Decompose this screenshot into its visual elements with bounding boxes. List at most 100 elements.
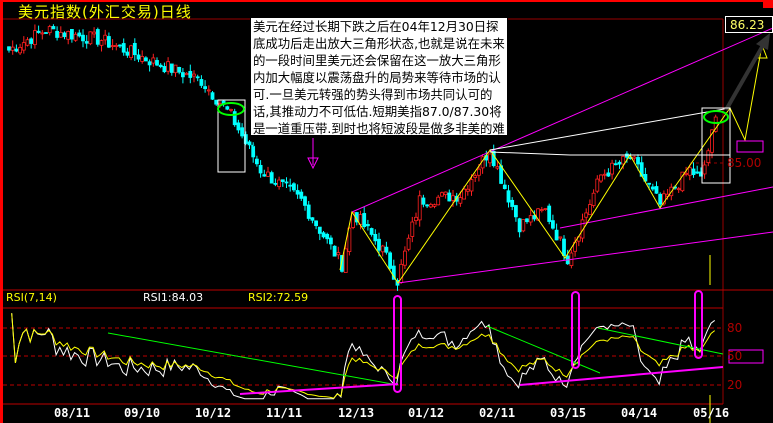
candle-body [180, 72, 185, 78]
candle-body [506, 190, 511, 203]
rsi-lines [11, 313, 716, 400]
candle-body [192, 73, 196, 77]
candle-body [443, 191, 448, 196]
rsi-support-1 [239, 383, 399, 395]
candle-body [225, 106, 230, 110]
candle-body [643, 174, 648, 182]
candle-body [262, 174, 267, 177]
candle-body [155, 60, 159, 66]
candle-body [650, 186, 655, 190]
candle-body [129, 45, 134, 58]
green-ellipse-right [703, 110, 729, 124]
candle-body [84, 41, 89, 44]
candle-body [462, 188, 467, 200]
candle-body [25, 39, 30, 46]
candle-body [62, 32, 67, 38]
gray-arrow [724, 39, 768, 111]
x-tick: 05/16 [693, 406, 730, 420]
candle-body [439, 192, 444, 197]
rsi1-value: RSI1:84.03 [143, 291, 204, 304]
candle-body [81, 34, 85, 42]
candle-body [273, 182, 278, 185]
candle-body [591, 192, 596, 206]
candle-body [551, 220, 555, 229]
candle-body [73, 33, 78, 41]
corner-marker [763, 0, 773, 8]
candle-body [584, 212, 589, 218]
rsi2-line [11, 313, 716, 399]
candle-body [621, 155, 626, 165]
candle-body [47, 26, 52, 34]
candle-body [151, 57, 156, 64]
candle-body [447, 192, 452, 202]
candle-body [107, 36, 111, 48]
candle-body [543, 208, 548, 210]
candle-body [284, 181, 289, 184]
candle-body [266, 171, 270, 177]
candle-body [140, 56, 145, 62]
candle-body [280, 179, 285, 182]
candle-body [40, 32, 45, 35]
candle-body [687, 167, 692, 176]
candle-body [114, 45, 119, 47]
candle-body [236, 122, 241, 131]
candle-body [436, 196, 441, 206]
candle-body [384, 246, 389, 253]
candle-body [340, 255, 344, 272]
candle-body [188, 70, 193, 78]
candle-body [132, 42, 137, 56]
candle-body [676, 188, 681, 191]
candle-body [469, 179, 474, 192]
candle-body [166, 61, 171, 72]
candle-body [702, 164, 707, 175]
x-tick: 03/15 [550, 406, 587, 420]
candle-body [658, 193, 663, 205]
candle-body [33, 30, 37, 46]
price-label-top: 86.23 [725, 16, 773, 33]
candle-body [229, 108, 233, 111]
candle-body [10, 46, 15, 51]
rsi-support-2 [519, 366, 724, 386]
candle-body [14, 48, 19, 52]
candle-body [695, 171, 700, 174]
rsi1-line [11, 313, 716, 400]
candle-body [147, 61, 152, 66]
candle-body [599, 174, 603, 182]
candle-body [647, 182, 651, 185]
candle-body [365, 224, 370, 227]
candle-body [684, 173, 688, 175]
channel-upper [351, 27, 773, 213]
candle-body [247, 141, 252, 146]
candle-body [414, 216, 418, 222]
candle-body [421, 197, 426, 205]
candle-body [654, 186, 659, 194]
candle-body [36, 30, 41, 33]
candle-body [547, 205, 552, 222]
candle-body [510, 199, 515, 207]
candle-body [29, 38, 34, 44]
candle-body [388, 252, 393, 269]
rsi-trend-green-3 [597, 327, 724, 355]
trend-upper-white [489, 107, 731, 151]
analysis-note: 美元在经过长期下跌之后在04年12月30日探底成功后走出放大三角形状态,也就是说… [250, 17, 508, 153]
candle-body [310, 217, 315, 221]
candle-body [199, 79, 204, 86]
candle-body [610, 162, 614, 175]
candle-body [158, 64, 163, 67]
candle-body [632, 156, 637, 159]
candle-body [362, 213, 367, 227]
candle-body [662, 193, 666, 205]
candle-body [44, 32, 48, 34]
rsi-ellipse-2 [571, 291, 580, 369]
candle-body [277, 179, 282, 188]
candle-body [110, 45, 115, 48]
candle-body [184, 72, 189, 76]
candle-body [691, 168, 696, 176]
candle-body [617, 161, 622, 165]
candle-body [377, 238, 381, 251]
gray-arrow-head [756, 33, 770, 50]
candle-body [499, 165, 504, 184]
candle-body [406, 237, 411, 250]
candle-body [417, 195, 422, 221]
